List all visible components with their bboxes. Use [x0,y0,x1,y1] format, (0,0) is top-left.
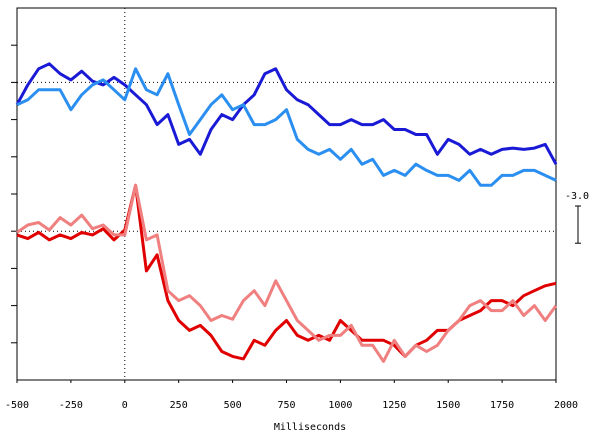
x-tick-label: 750 [277,400,295,411]
x-tick-label: 0 [122,400,128,411]
series-line [16,67,557,187]
x-tick-label: 250 [170,400,188,411]
x-tick-label: -250 [59,400,83,411]
x-tick-label: 1500 [436,400,460,411]
x-axis-label: Milliseconds [274,422,346,433]
x-tick-label: 2000 [554,400,578,411]
plot-frame [16,7,557,381]
x-tick-label: 1000 [328,400,352,411]
series-line [16,183,557,361]
x-tick-label: -500 [5,400,29,411]
x-tick-label: 1750 [490,400,514,411]
x-tick-label: 1250 [382,400,406,411]
scale-bar-label: -3.0 [565,191,589,202]
x-tick-label: 500 [224,400,242,411]
series-line [16,183,558,363]
